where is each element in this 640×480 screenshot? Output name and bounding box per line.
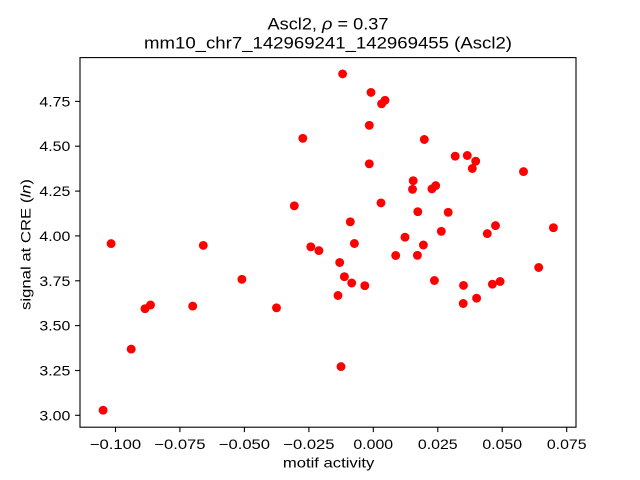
svg-text:3.50: 3.50 [39,318,70,334]
svg-text:4.75: 4.75 [39,93,70,109]
svg-text:4.50: 4.50 [39,138,70,154]
svg-text:−0.050: −0.050 [219,436,271,452]
svg-text:signal at CRE (ln): signal at CRE (ln) [18,179,34,310]
svg-text:4.25: 4.25 [39,183,70,199]
svg-text:3.00: 3.00 [39,407,70,423]
svg-text:−0.075: −0.075 [154,436,206,452]
svg-text:4.00: 4.00 [39,228,70,244]
svg-text:−0.100: −0.100 [90,436,142,452]
svg-text:0.000: 0.000 [353,436,393,452]
svg-text:3.25: 3.25 [39,363,70,379]
svg-text:0.025: 0.025 [418,436,458,452]
svg-text:−0.025: −0.025 [283,436,335,452]
svg-text:0.050: 0.050 [482,436,522,452]
svg-text:3.75: 3.75 [39,273,70,289]
svg-text:0.075: 0.075 [547,436,587,452]
svg-text:Ascl2, ρ = 0.37: Ascl2, ρ = 0.37 [268,15,389,34]
svg-text:motif activity: motif activity [283,454,375,470]
svg-text:mm10_chr7_142969241_142969455: mm10_chr7_142969241_142969455 (Ascl2) [144,33,512,52]
